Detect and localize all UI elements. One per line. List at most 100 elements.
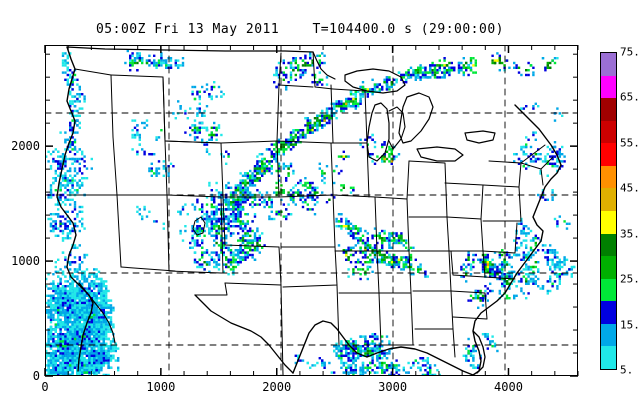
radar-cell	[285, 141, 288, 144]
radar-cell	[217, 208, 221, 211]
radar-cell	[57, 287, 60, 290]
radar-cell	[59, 225, 62, 228]
radar-cell	[93, 280, 96, 283]
radar-cell	[345, 102, 348, 105]
radar-cell	[71, 306, 74, 309]
radar-cell	[69, 366, 72, 369]
radar-cell	[297, 69, 300, 72]
radar-cell	[241, 251, 245, 254]
radar-cell	[78, 299, 81, 302]
radar-cell	[361, 90, 365, 93]
radar-cell	[229, 261, 233, 264]
radar-cell	[112, 325, 115, 329]
radar-cell	[419, 78, 422, 81]
radar-cell	[90, 371, 93, 374]
radar-cell	[49, 373, 53, 376]
radar-cell	[71, 179, 74, 182]
radar-cell	[97, 345, 101, 348]
radar-cell	[239, 179, 242, 182]
radar-cell	[417, 73, 420, 77]
radar-cell	[309, 57, 312, 60]
radar-cell	[49, 328, 53, 331]
radar-cell	[88, 313, 91, 317]
radar-cell	[371, 93, 374, 96]
radar-cell	[66, 321, 69, 324]
radar-cell	[45, 373, 48, 376]
radar-cell	[66, 330, 69, 333]
radar-cell	[83, 364, 86, 367]
radar-cell	[237, 253, 240, 257]
radar-cell	[210, 205, 213, 209]
radar-cell	[57, 354, 60, 357]
radar-cell	[73, 328, 77, 331]
radar-cell	[213, 213, 216, 216]
radar-cell	[49, 297, 53, 300]
radar-cell	[66, 345, 69, 348]
radar-cell	[289, 66, 293, 69]
radar-cell	[282, 145, 285, 149]
radar-cell	[61, 345, 65, 348]
radar-cell	[69, 313, 72, 317]
radar-cell	[78, 258, 81, 261]
radar-cell	[59, 335, 62, 338]
radar-cell	[263, 162, 266, 165]
radar-cell	[85, 337, 89, 341]
radar-cell	[69, 141, 72, 144]
radar-cell	[282, 148, 285, 151]
radar-cell	[66, 297, 69, 300]
radar-cell	[95, 366, 98, 369]
radar-cell	[227, 217, 230, 221]
radar-cell	[61, 193, 65, 197]
radar-cell	[112, 306, 115, 309]
radar-cell	[47, 366, 50, 369]
radar-cell	[256, 160, 259, 163]
radar-cell	[52, 313, 55, 317]
radar-cell	[95, 354, 98, 357]
radar-cell	[249, 179, 252, 182]
radar-cell	[234, 215, 237, 218]
radar-cell	[47, 335, 50, 338]
radar-cell	[246, 239, 249, 242]
radar-cell	[85, 177, 89, 180]
radar-cell	[88, 318, 91, 321]
radar-cell	[52, 361, 55, 365]
radar-cell	[66, 54, 69, 57]
radar-cell	[205, 217, 209, 221]
radar-cell	[49, 287, 53, 290]
radar-cell	[54, 289, 57, 293]
radar-cell	[69, 301, 72, 305]
radar-cell	[64, 59, 67, 62]
radar-cell	[54, 220, 57, 223]
radar-cell	[78, 88, 81, 91]
radar-cell	[78, 210, 81, 213]
radar-cell	[258, 160, 261, 163]
radar-cell	[49, 361, 53, 365]
radar-cell	[52, 328, 55, 331]
radar-cell	[114, 342, 117, 345]
radar-cell	[162, 59, 165, 62]
radar-cell	[66, 318, 69, 321]
radar-cell	[246, 177, 249, 180]
radar-cell	[61, 357, 65, 360]
radar-cell	[285, 73, 288, 77]
radar-cell	[78, 309, 81, 312]
radar-cell	[83, 325, 86, 329]
radar-cell	[261, 169, 264, 173]
radar-cell	[304, 133, 307, 137]
radar-cell	[78, 148, 81, 151]
radar-cell	[270, 153, 273, 156]
radar-cell	[69, 299, 72, 302]
radar-cell	[354, 90, 357, 93]
radar-cell	[54, 323, 57, 326]
radar-cell	[313, 76, 317, 79]
radar-cell	[107, 345, 110, 348]
radar-cell	[239, 186, 242, 189]
radar-cell	[301, 59, 305, 62]
radar-cell	[61, 361, 65, 365]
radar-cell	[66, 66, 69, 69]
radar-cell	[241, 179, 245, 182]
radar-cell	[318, 78, 321, 81]
radar-cell	[66, 333, 69, 336]
radar-cell	[85, 371, 89, 374]
radar-cell	[107, 349, 110, 353]
